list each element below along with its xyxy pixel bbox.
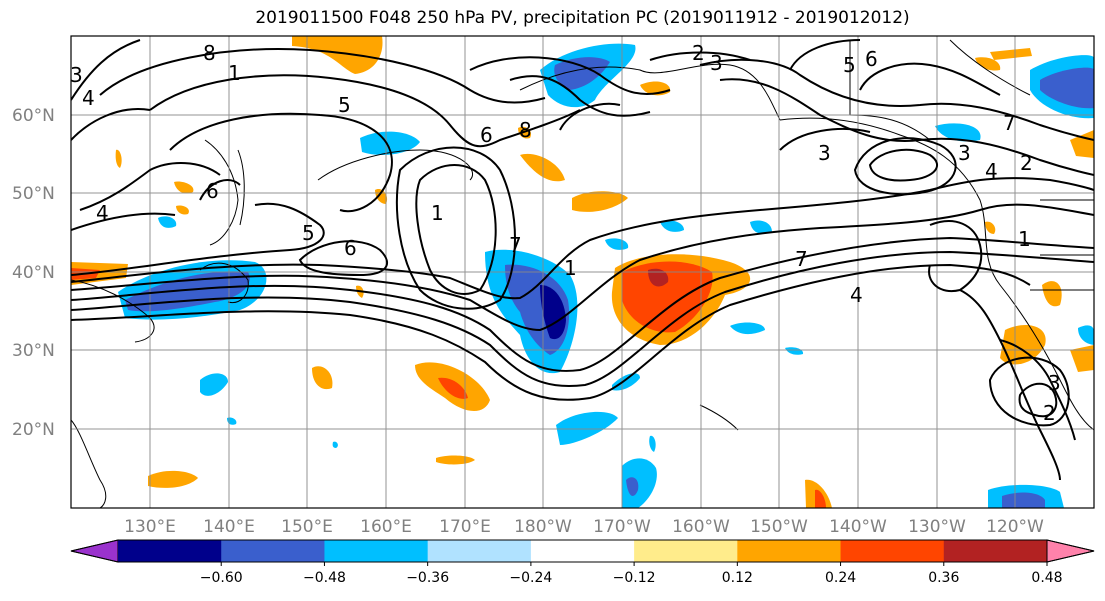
- contour-label: 7: [1003, 111, 1016, 135]
- colorbar-max-extension: [1047, 540, 1094, 562]
- lon-label: 140°E: [203, 517, 255, 537]
- lon-label: 140°W: [829, 517, 887, 537]
- lon-label: 120°W: [986, 517, 1044, 537]
- colorbar-tick-label: 0.12: [722, 570, 753, 586]
- colorbar-tick-label: −0.48: [303, 570, 346, 586]
- contour-label: 8: [519, 118, 532, 142]
- lon-label: 150°E: [281, 517, 333, 537]
- colorbar-min-extension: [71, 540, 118, 562]
- colorbar-segment: [221, 540, 325, 562]
- contour-label: 7: [509, 233, 522, 257]
- lon-label: 150°W: [750, 517, 808, 537]
- colorbar-segment: [634, 540, 738, 562]
- contour-label: 7: [795, 247, 808, 271]
- colorbar-tick-label: 0.36: [928, 570, 959, 586]
- colorbar-segment: [841, 540, 945, 562]
- lon-label: 170°E: [439, 517, 491, 537]
- lon-label: 170°W: [593, 517, 651, 537]
- colorbar-segment: [118, 540, 222, 562]
- contour-label: 4: [850, 283, 863, 307]
- contour-label: 5: [843, 53, 856, 77]
- lon-label: 180°W: [514, 517, 572, 537]
- contour-label: 5: [302, 221, 315, 245]
- colorbar-segment: [737, 540, 841, 562]
- lat-label: 60°N: [12, 106, 55, 126]
- contour-label: 1: [564, 256, 577, 280]
- lon-label: 130°W: [908, 517, 966, 537]
- lat-label: 20°N: [12, 420, 55, 440]
- contour-label: 1: [431, 201, 444, 225]
- colorbar-segment: [428, 540, 532, 562]
- colorbar-tick-label: −0.60: [200, 570, 243, 586]
- contour-label: 6: [344, 236, 357, 260]
- contour-label: 6: [480, 123, 493, 147]
- contour-label: 3: [958, 141, 971, 165]
- contour-label: 8: [203, 41, 216, 65]
- lat-label: 50°N: [12, 184, 55, 204]
- lon-label: 130°E: [124, 517, 176, 537]
- colorbar-tick-label: 0.48: [1031, 570, 1062, 586]
- colorbar-tick-label: −0.36: [406, 570, 449, 586]
- contour-label: 4: [82, 86, 95, 110]
- lat-label: 30°N: [12, 341, 55, 361]
- latitude-labels: 60°N 50°N 40°N 30°N 20°N: [12, 106, 55, 440]
- contour-label: 3: [70, 63, 83, 87]
- longitude-labels: 130°E 140°E 150°E 160°E 170°E 180°W 170°…: [124, 517, 1044, 537]
- colorbar-tick-label: 0.24: [825, 570, 856, 586]
- colorbar: −0.60 −0.48 −0.36 −0.24 −0.12 0.12 0.24 0.36 0.4…: [71, 540, 1105, 586]
- contour-label: 6: [206, 179, 219, 203]
- contour-label: 5: [338, 93, 351, 117]
- contour-label: 3: [1048, 371, 1061, 395]
- colorbar-tick-label: −0.24: [509, 570, 552, 586]
- contour-label: 2: [1043, 401, 1056, 425]
- colorbar-segment: [531, 540, 635, 562]
- contour-label: 3: [818, 141, 831, 165]
- contour-label: 1: [1018, 227, 1031, 251]
- contour-label: 4: [985, 159, 998, 183]
- contour-label: 2: [692, 41, 705, 65]
- contour-label: 4: [96, 201, 109, 225]
- contour-label: 1: [228, 61, 241, 85]
- lon-label: 160°W: [672, 517, 730, 537]
- contour-label: 6: [865, 47, 878, 71]
- map-figure: 8 1 2 3 5 6 6 7 1 6 4 7 1 7 4 2 3 4 5 3 …: [0, 0, 1105, 601]
- contour-label: 3: [710, 51, 723, 75]
- lon-label: 160°E: [360, 517, 412, 537]
- colorbar-segment: [324, 540, 428, 562]
- colorbar-tick-label: −0.12: [613, 570, 656, 586]
- lat-label: 40°N: [12, 263, 55, 283]
- contour-label: 2: [1020, 151, 1033, 175]
- colorbar-segment: [944, 540, 1048, 562]
